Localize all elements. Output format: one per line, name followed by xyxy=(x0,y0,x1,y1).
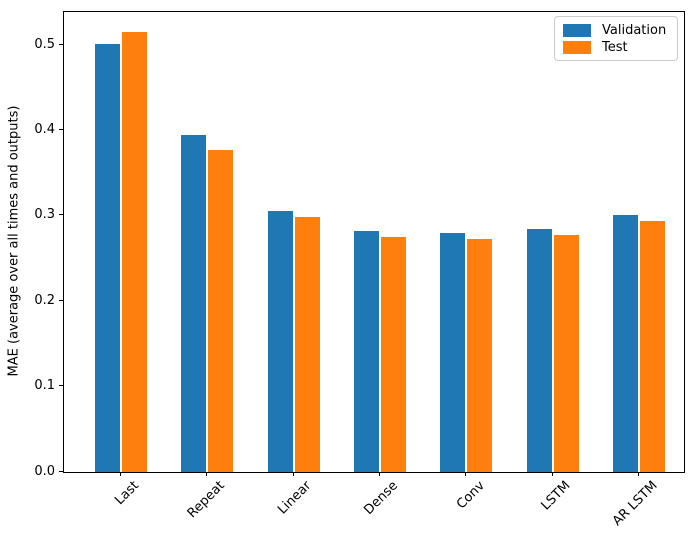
y-tick-label: 0.5 xyxy=(34,36,55,52)
y-tick-label: 0.4 xyxy=(34,122,55,138)
bar-test-ar-lstm xyxy=(640,221,666,472)
legend-row-validation: Validation xyxy=(563,22,669,38)
legend-label-test: Test xyxy=(602,39,628,55)
y-tick-mark xyxy=(59,385,63,387)
x-tick-label-lstm: LSTM xyxy=(538,478,574,514)
x-tick-mark xyxy=(379,472,380,476)
legend-swatch-test xyxy=(563,40,591,54)
x-tick-label-last: Last xyxy=(111,478,142,509)
plot-area xyxy=(63,11,685,473)
bar-test-linear xyxy=(294,216,320,472)
bar-test-lstm xyxy=(553,234,579,472)
x-tick-label-conv: Conv xyxy=(453,478,488,513)
legend-row-test: Test xyxy=(563,39,669,55)
y-tick-label: 0.3 xyxy=(34,207,55,223)
x-tick-mark xyxy=(465,472,467,476)
bar-validation-lstm xyxy=(526,228,552,472)
x-tick-mark xyxy=(206,472,208,476)
y-tick-label: 0.1 xyxy=(34,378,55,394)
x-tick-mark xyxy=(292,472,294,476)
bar-validation-dense xyxy=(354,231,379,472)
legend-label-validation: Validation xyxy=(602,22,667,38)
legend: Validation Test xyxy=(554,16,678,61)
y-tick-mark xyxy=(59,214,63,216)
y-tick-mark xyxy=(59,299,63,301)
x-tick-label-repeat: Repeat xyxy=(185,478,228,522)
bar-test-conv xyxy=(467,239,493,472)
legend-swatch-validation xyxy=(563,23,591,37)
y-tick-mark xyxy=(59,470,63,472)
bar-validation-ar-lstm xyxy=(613,215,639,472)
x-tick-mark xyxy=(119,472,121,476)
bar-validation-linear xyxy=(267,210,293,472)
y-tick-mark xyxy=(59,43,63,45)
x-tick-mark xyxy=(638,472,640,476)
y-axis-label: MAE (average over all times and outputs) xyxy=(6,105,22,377)
bar-test-last xyxy=(121,31,147,472)
y-tick-mark xyxy=(59,129,63,131)
x-tick-label-ar-lstm: AR LSTM xyxy=(609,478,661,530)
y-tick-label: 0.0 xyxy=(34,463,55,479)
bar-validation-repeat xyxy=(181,134,207,472)
x-tick-label-dense: Dense xyxy=(361,478,401,518)
x-tick-mark xyxy=(551,472,553,476)
bar-test-repeat xyxy=(208,150,234,472)
bar-test-dense xyxy=(381,237,406,472)
bar-validation-conv xyxy=(440,233,466,472)
y-tick-label: 0.2 xyxy=(34,292,55,308)
bar-validation-last xyxy=(94,44,120,472)
x-tick-label-linear: Linear xyxy=(275,478,315,518)
